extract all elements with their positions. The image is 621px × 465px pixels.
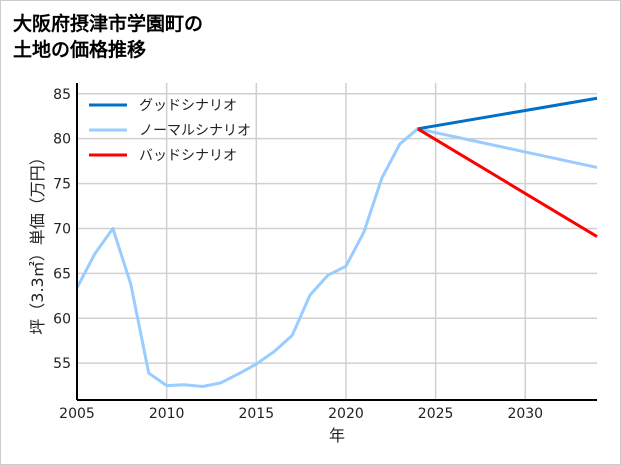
series-lines <box>75 96 598 389</box>
y-tick-label: 60 <box>53 311 71 327</box>
y-axis-label: 坪（3.3㎡）単価（万円） <box>28 149 47 334</box>
title-line-2: 土地の価格推移 <box>13 39 147 61</box>
title-line-1: 大阪府摂津市学園町の <box>13 13 204 35</box>
y-tick-label: 65 <box>53 266 71 282</box>
y-tick-label: 70 <box>53 221 71 237</box>
x-tick-label: 2030 <box>507 406 543 422</box>
y-tick-label: 80 <box>53 132 71 148</box>
legend-label: ノーマルシナリオ <box>139 123 251 139</box>
series-line-0 <box>417 96 598 131</box>
x-tick-label: 2020 <box>328 406 364 422</box>
y-tick-label: 75 <box>53 177 71 193</box>
grid <box>76 83 597 400</box>
legend-label: バッドシナリオ <box>139 148 237 164</box>
axes: 2005 2010 2015 2020 2025 2030 55 60 65 70 75 80 85 <box>53 83 597 422</box>
y-tick-label: 55 <box>53 356 71 372</box>
legend-label: グッドシナリオ <box>139 98 237 114</box>
x-axis-label: 年 <box>329 426 345 445</box>
x-tick-label: 2005 <box>59 406 95 422</box>
y-tick-label: 85 <box>53 87 71 103</box>
x-tick-label: 2015 <box>238 406 274 422</box>
x-tick-label: 2025 <box>418 406 454 422</box>
chart-title: 大阪府摂津市学園町の 土地の価格推移 <box>13 11 203 63</box>
series-line-1 <box>75 127 598 389</box>
series-line-2 <box>416 127 598 238</box>
x-tick-label: 2010 <box>149 406 185 422</box>
